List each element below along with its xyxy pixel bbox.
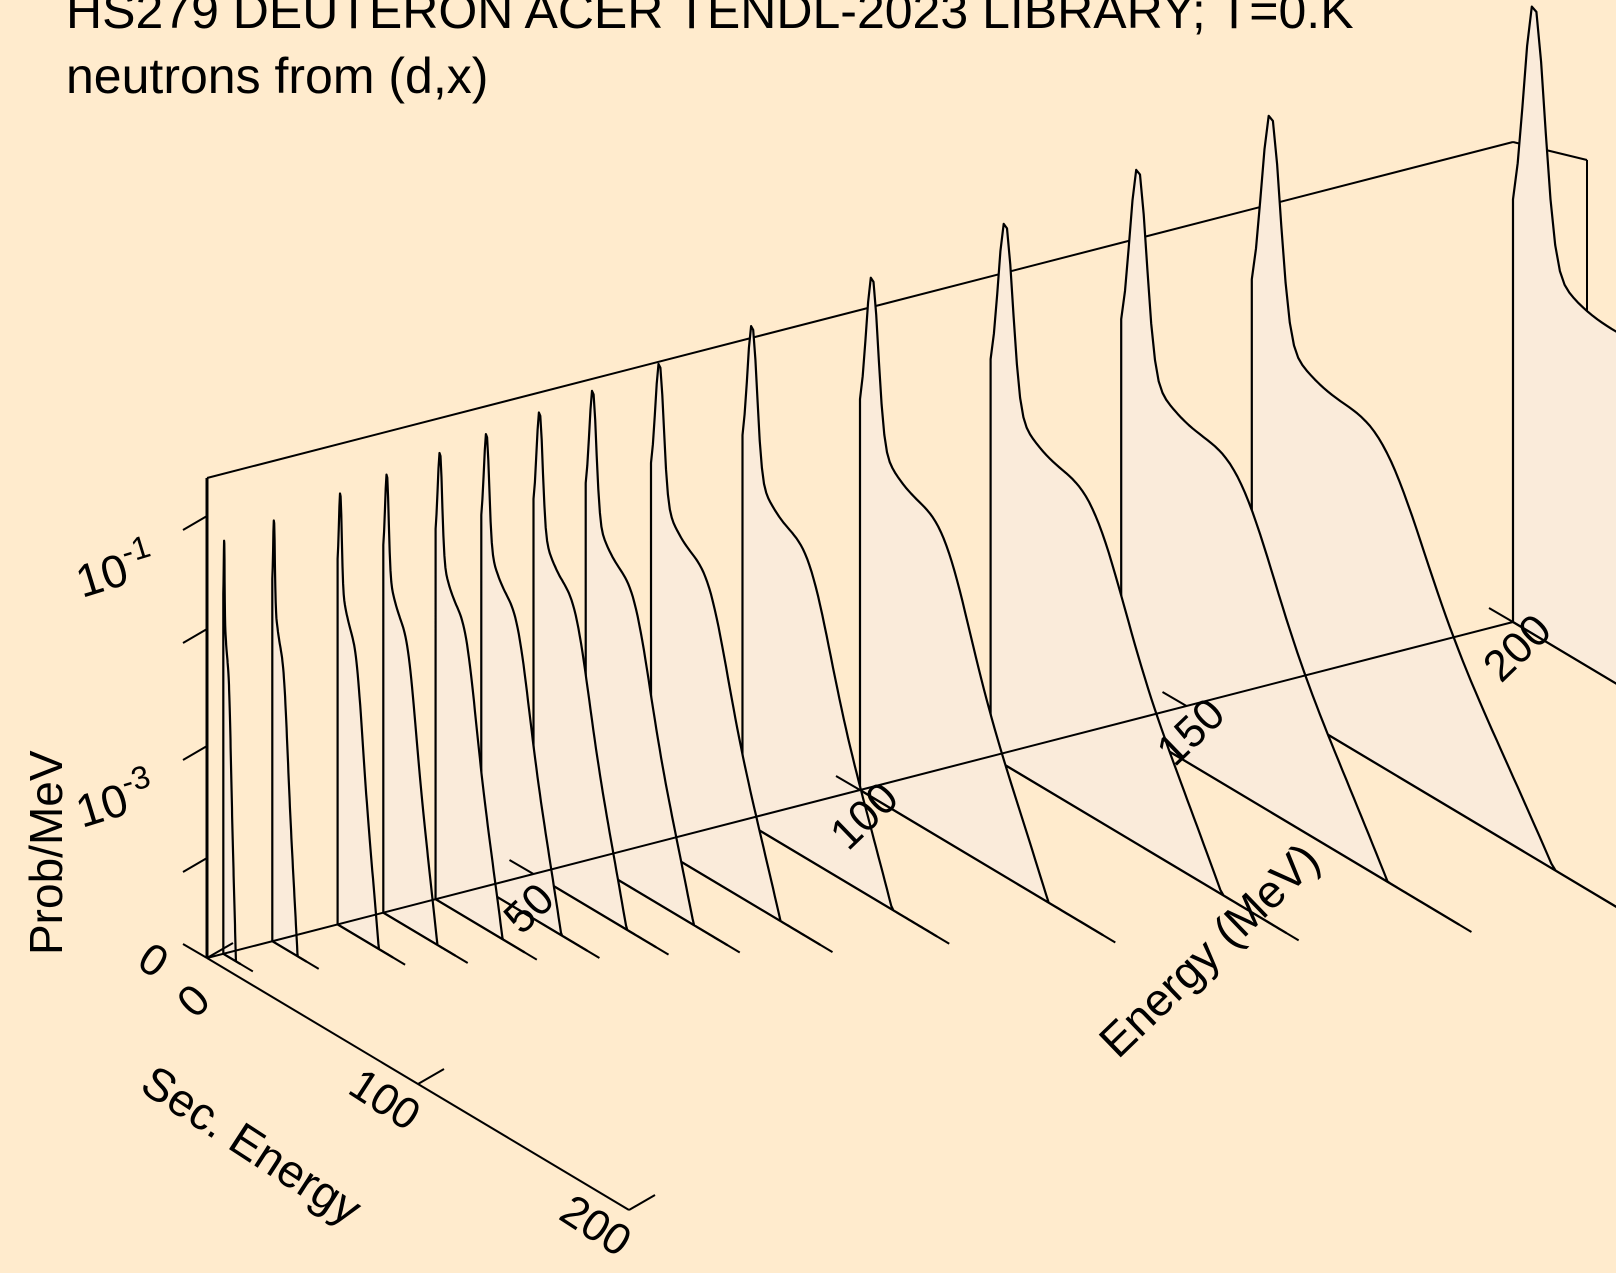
spectrum-baseline (859, 789, 1116, 944)
spectrum-baseline (271, 940, 320, 970)
y-tick-label: 0 (168, 975, 220, 1027)
z-tick-label: 10-1 (68, 528, 161, 608)
x-tick-label: 100 (341, 1059, 429, 1140)
spectrum-baseline (480, 886, 600, 959)
spectrum-baseline (382, 911, 469, 964)
y-tick-mark (1488, 607, 1514, 623)
chart-title: HS279 DEUTERON ACER TENDL-2023 LIBRARY; … (66, 0, 1354, 39)
spectrum-baseline (741, 819, 950, 945)
y-tick-mark (835, 775, 861, 791)
spectrum-baseline (1512, 621, 1616, 685)
x-axis-label: Sec. Energy (133, 1055, 371, 1235)
z-tick-mark (182, 628, 208, 644)
spectrum-baseline (222, 952, 254, 973)
z-tick-mark (182, 745, 208, 761)
spectrum-baseline (1120, 721, 1472, 933)
x-tick-mark (417, 1068, 445, 1085)
z-axis-label: Prob/MeV (20, 750, 72, 955)
x-tick-label: 0 (130, 933, 177, 987)
spectrum-curve (271, 519, 308, 963)
spectrum-curve (222, 539, 242, 965)
y-tick-mark (508, 859, 535, 875)
chart-subtitle: neutrons from (d,x) (66, 48, 488, 104)
z-tick-mark (182, 857, 208, 873)
spectrum-baseline (990, 755, 1300, 942)
spectra-group (222, 5, 1616, 973)
spectrum-baseline (532, 873, 670, 956)
y-tick-mark (1161, 691, 1188, 707)
y-tick-mark (182, 943, 208, 959)
z-tick-mark (182, 515, 208, 531)
x-tick-mark (206, 942, 234, 959)
back-top-edge (206, 141, 1514, 479)
spectrum-baseline (337, 923, 406, 966)
spectrum-baseline (435, 898, 538, 961)
x-tick-mark (628, 1194, 656, 1211)
z-tick-label: 10-3 (68, 758, 161, 838)
x-tick-label: 200 (552, 1185, 640, 1266)
spectrum-curve (1511, 5, 1616, 685)
